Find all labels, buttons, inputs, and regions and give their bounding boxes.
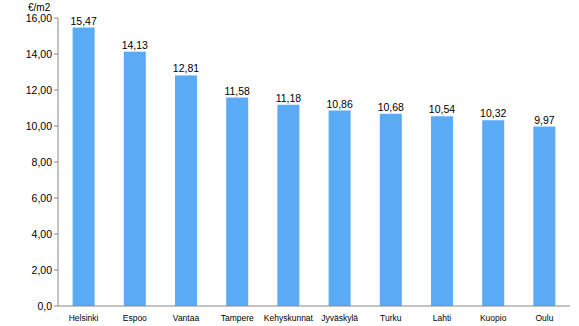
data-label: 10,68 [378,101,404,113]
data-label: 11,18 [276,92,302,104]
bar [380,114,402,306]
y-tick [54,270,58,271]
y-tick-label: 0,0 [37,300,52,312]
y-tick-label: 8,00 [32,156,53,168]
x-tick-label: Oulu [535,313,553,323]
y-tick [54,54,58,55]
bars [73,28,556,306]
data-label: 12,81 [173,62,199,74]
y-tick-label: 4,00 [32,228,53,240]
x-tick-label: Kehyskunnat [264,313,314,323]
chart: 15,47 14,13 12,81 11,58 11,18 10,86 10,68 10,54… [0,0,579,326]
y-tick-label: 6,00 [32,192,53,204]
x-tick-label: Tampere [221,313,254,323]
bar [482,120,504,306]
y-tick [54,234,58,235]
y-tick-label: 10,00 [26,120,52,132]
data-label: 10,54 [429,103,455,115]
y-tick-label: 2,00 [32,264,53,276]
x-tick-label: Lahti [433,313,452,323]
bar [431,116,453,306]
bar [124,52,146,306]
data-label: 10,32 [480,107,506,119]
y-axis-label: €/m2 [28,2,51,13]
bar [73,28,95,306]
bar [329,111,351,306]
y-tick-label: 12,00 [26,84,52,96]
x-tick-label: Turku [380,313,402,323]
y-tick [54,18,58,19]
bar [277,105,299,306]
x-tick-label: Espoo [123,313,147,323]
y-tick [54,126,58,127]
data-label: 15,47 [70,15,96,27]
data-label: 14,13 [122,39,148,51]
data-label: 9,97 [534,114,555,126]
y-tick [54,90,58,91]
y-tick-label: 16,00 [26,12,52,24]
x-tick-label: Helsinki [69,313,99,323]
x-tick-label: Vantaa [173,313,200,323]
y-tick [54,198,58,199]
x-tick-label: Kuopio [480,313,507,323]
data-label: 11,58 [224,85,250,97]
data-label: 10,86 [326,98,352,110]
bar [226,98,248,306]
y-tick-label: 14,00 [26,48,52,60]
y-tick [54,162,58,163]
x-axis [58,306,570,307]
x-tick-label: Jyväskylä [321,313,358,323]
bar [533,127,555,306]
y-tick [54,306,58,307]
bar [175,75,197,306]
